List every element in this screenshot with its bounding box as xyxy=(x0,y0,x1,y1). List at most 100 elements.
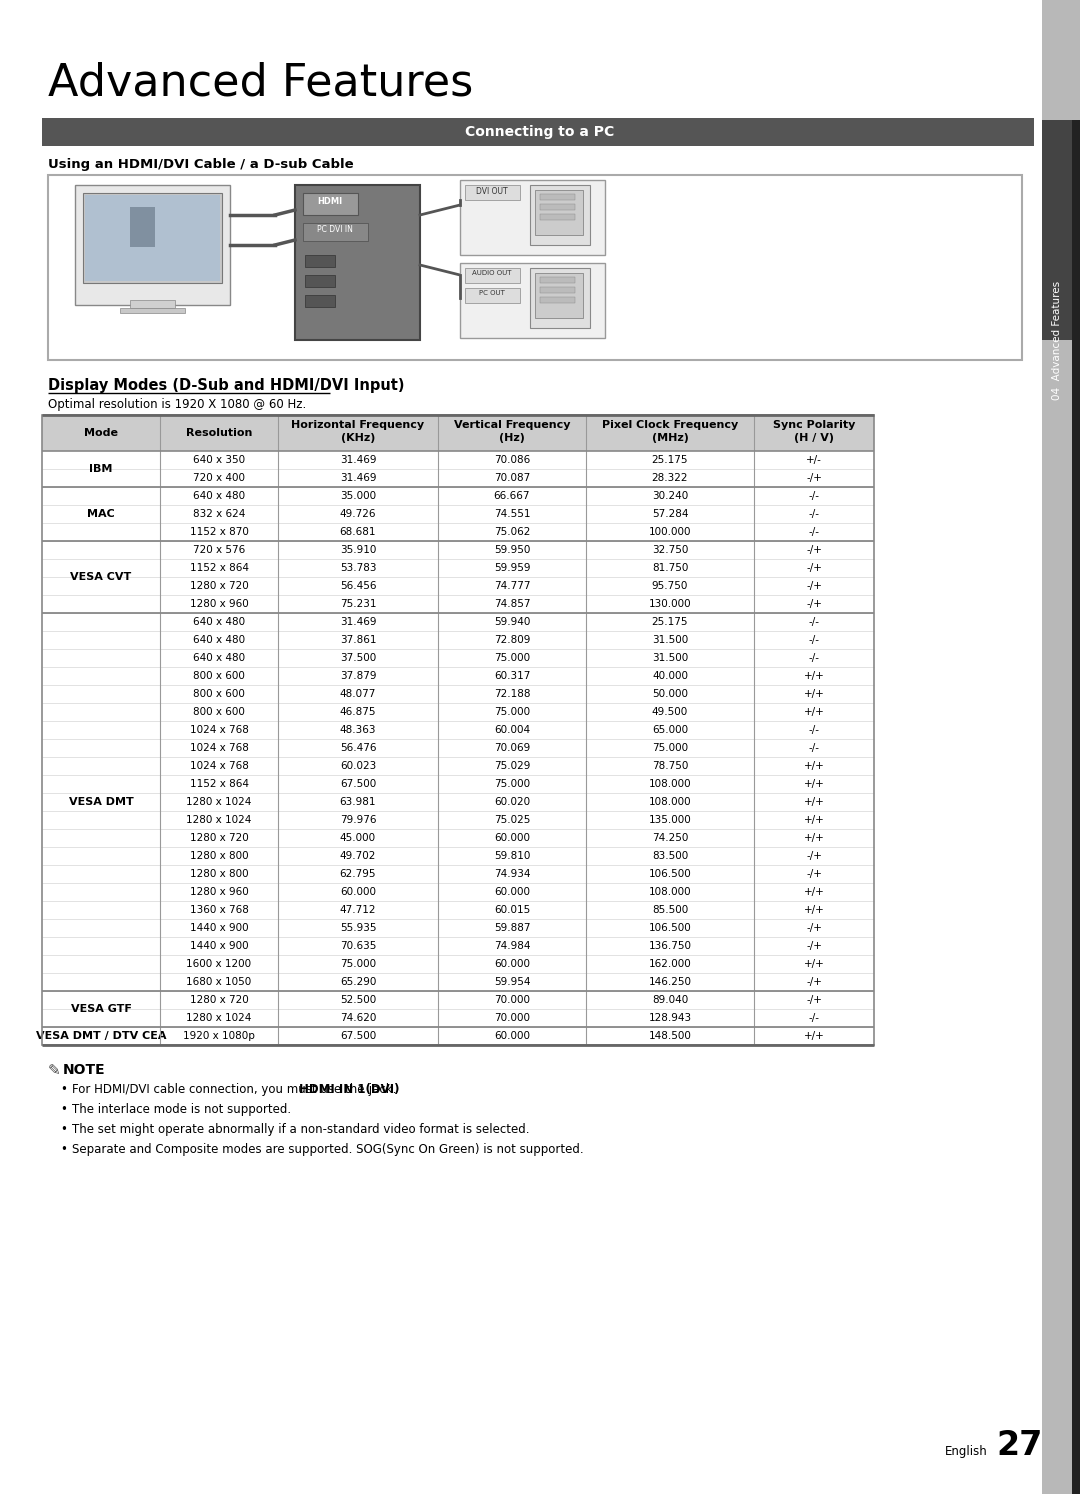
Text: 04  Advanced Features: 04 Advanced Features xyxy=(1052,281,1062,399)
Text: 1280 x 800: 1280 x 800 xyxy=(190,852,248,861)
Text: 79.976: 79.976 xyxy=(340,816,376,825)
Text: The interlace mode is not supported.: The interlace mode is not supported. xyxy=(72,1103,292,1116)
Bar xyxy=(535,190,583,235)
Text: Using an HDMI/DVI Cable / a D-sub Cable: Using an HDMI/DVI Cable / a D-sub Cable xyxy=(48,158,353,170)
Text: Display Modes (D-Sub and HDMI/DVI Input): Display Modes (D-Sub and HDMI/DVI Input) xyxy=(48,378,405,393)
Text: VESA DMT: VESA DMT xyxy=(69,796,133,807)
Bar xyxy=(42,630,874,648)
Text: Advanced Features: Advanced Features xyxy=(48,61,473,105)
Text: (H / V): (H / V) xyxy=(794,433,834,444)
Text: +/+: +/+ xyxy=(804,707,824,717)
Text: 59.810: 59.810 xyxy=(494,852,530,861)
Text: +/+: +/+ xyxy=(804,760,824,771)
Text: -/+: -/+ xyxy=(806,977,822,988)
Bar xyxy=(465,267,519,282)
Bar xyxy=(42,704,874,722)
Text: 46.875: 46.875 xyxy=(340,707,376,717)
Text: The set might operate abnormally if a non-standard video format is selected.: The set might operate abnormally if a no… xyxy=(72,1123,529,1135)
Text: 53.783: 53.783 xyxy=(340,563,376,574)
Text: 52.500: 52.500 xyxy=(340,995,376,1005)
Text: 66.667: 66.667 xyxy=(494,492,530,500)
Bar xyxy=(540,297,575,303)
Bar xyxy=(42,469,874,487)
Text: •: • xyxy=(60,1083,67,1097)
Text: 106.500: 106.500 xyxy=(649,870,691,878)
Bar xyxy=(42,451,874,469)
Text: 31.469: 31.469 xyxy=(340,617,376,627)
Text: 1280 x 800: 1280 x 800 xyxy=(190,870,248,878)
Text: 60.000: 60.000 xyxy=(340,887,376,896)
Bar xyxy=(295,185,420,341)
Text: 1280 x 960: 1280 x 960 xyxy=(190,599,248,610)
Text: -/+: -/+ xyxy=(806,599,822,610)
Bar xyxy=(42,775,874,793)
Text: For HDMI/DVI cable connection, you must use the: For HDMI/DVI cable connection, you must … xyxy=(72,1083,368,1097)
Text: 75.062: 75.062 xyxy=(494,527,530,536)
Bar xyxy=(465,288,519,303)
Text: 70.069: 70.069 xyxy=(494,743,530,753)
Text: 28.322: 28.322 xyxy=(651,474,688,483)
Bar xyxy=(540,276,575,282)
Text: 55.935: 55.935 xyxy=(340,923,376,932)
Text: 95.750: 95.750 xyxy=(652,581,688,592)
Text: -/-: -/- xyxy=(809,653,820,663)
Bar xyxy=(42,1008,874,1026)
Text: Mode: Mode xyxy=(84,427,118,438)
Text: 85.500: 85.500 xyxy=(652,905,688,914)
Text: 31.500: 31.500 xyxy=(652,653,688,663)
Text: 40.000: 40.000 xyxy=(652,671,688,681)
Text: PC OUT: PC OUT xyxy=(480,290,505,296)
Text: +/+: +/+ xyxy=(804,816,824,825)
Text: 1440 x 900: 1440 x 900 xyxy=(190,923,248,932)
Bar xyxy=(530,267,590,329)
Text: 720 x 400: 720 x 400 xyxy=(193,474,245,483)
Bar xyxy=(42,415,874,451)
Text: 65.000: 65.000 xyxy=(652,725,688,735)
Text: -/-: -/- xyxy=(809,492,820,500)
Text: +/+: +/+ xyxy=(804,671,824,681)
Bar xyxy=(1042,120,1080,341)
Bar xyxy=(42,973,874,991)
Text: -/-: -/- xyxy=(809,527,820,536)
Text: 800 x 600: 800 x 600 xyxy=(193,689,245,699)
Bar xyxy=(42,415,874,1044)
Text: 59.959: 59.959 xyxy=(494,563,530,574)
Text: 720 x 576: 720 x 576 xyxy=(193,545,245,554)
Text: 89.040: 89.040 xyxy=(652,995,688,1005)
Text: •: • xyxy=(60,1103,67,1116)
Text: 59.954: 59.954 xyxy=(494,977,530,988)
Text: 74.551: 74.551 xyxy=(494,509,530,518)
Text: 60.000: 60.000 xyxy=(494,1031,530,1041)
Text: 48.363: 48.363 xyxy=(340,725,376,735)
Text: 75.231: 75.231 xyxy=(340,599,376,610)
Bar xyxy=(460,263,605,338)
Text: 1280 x 1024: 1280 x 1024 xyxy=(187,816,252,825)
Text: 75.025: 75.025 xyxy=(494,816,530,825)
Text: •: • xyxy=(60,1123,67,1135)
Text: 56.476: 56.476 xyxy=(340,743,376,753)
Bar xyxy=(305,255,335,267)
Text: 57.284: 57.284 xyxy=(651,509,688,518)
Text: -/-: -/- xyxy=(809,725,820,735)
Bar xyxy=(42,901,874,919)
Bar xyxy=(42,722,874,740)
Text: +/+: +/+ xyxy=(804,959,824,970)
Text: 45.000: 45.000 xyxy=(340,834,376,843)
Text: 640 x 480: 640 x 480 xyxy=(193,492,245,500)
Text: 59.887: 59.887 xyxy=(494,923,530,932)
Text: +/+: +/+ xyxy=(804,887,824,896)
Bar xyxy=(42,666,874,686)
Text: 60.000: 60.000 xyxy=(494,959,530,970)
Text: 60.317: 60.317 xyxy=(494,671,530,681)
Text: 800 x 600: 800 x 600 xyxy=(193,671,245,681)
Text: 1440 x 900: 1440 x 900 xyxy=(190,941,248,952)
Text: DVI OUT: DVI OUT xyxy=(476,187,508,196)
Bar xyxy=(540,287,575,293)
Text: +/+: +/+ xyxy=(804,778,824,789)
Text: 83.500: 83.500 xyxy=(652,852,688,861)
Text: 30.240: 30.240 xyxy=(652,492,688,500)
Text: 74.777: 74.777 xyxy=(494,581,530,592)
Text: (KHz): (KHz) xyxy=(341,433,375,444)
Text: •: • xyxy=(60,1143,67,1156)
Bar xyxy=(42,595,874,613)
